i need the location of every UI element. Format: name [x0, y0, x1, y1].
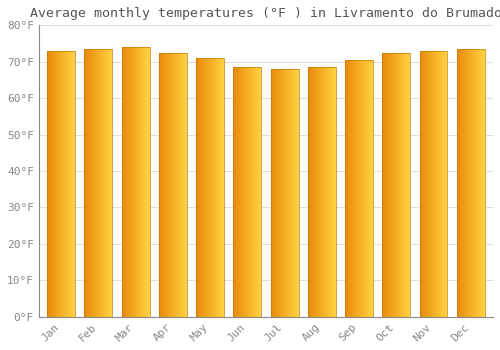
Bar	[308, 67, 336, 317]
Bar	[84, 49, 112, 317]
Bar	[196, 58, 224, 317]
Bar	[420, 51, 448, 317]
Bar	[159, 52, 187, 317]
Title: Average monthly temperatures (°F ) in Livramento do Brumado: Average monthly temperatures (°F ) in Li…	[30, 7, 500, 20]
Bar	[47, 51, 75, 317]
Bar	[122, 47, 150, 317]
Bar	[457, 49, 484, 317]
Bar	[382, 52, 410, 317]
Bar	[270, 69, 298, 317]
Bar	[234, 67, 262, 317]
Bar	[345, 60, 373, 317]
